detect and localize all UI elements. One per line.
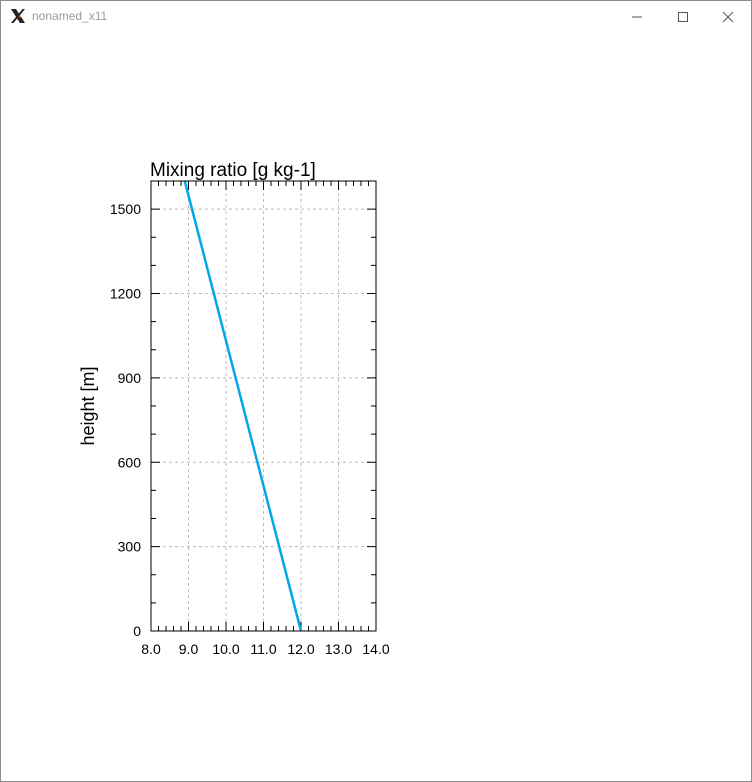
window-title: nonamed_x11 — [32, 9, 108, 23]
y-tick-labels: 0 300 600 900 1200 1500 — [110, 201, 141, 639]
maximize-icon — [678, 12, 688, 22]
x-tick-label: 8.0 — [141, 641, 161, 657]
x-tick-label: 13.0 — [325, 641, 352, 657]
minor-ticks — [151, 180, 376, 631]
y-tick-label: 0 — [133, 623, 141, 639]
y-tick-label: 1500 — [110, 201, 141, 217]
y-tick-label: 300 — [118, 539, 142, 555]
x-tick-label: 14.0 — [362, 641, 389, 657]
x-tick-label: 11.0 — [250, 641, 276, 657]
grid — [151, 181, 376, 631]
y-tick-label: 900 — [118, 370, 142, 386]
x-tick-labels: 8.0 9.0 10.0 11.0 12.0 13.0 14.0 — [141, 641, 390, 657]
x-tick-label: 10.0 — [212, 641, 239, 657]
x11-logo-icon — [11, 9, 25, 23]
title-bar[interactable]: nonamed_x11 — [1, 1, 751, 32]
series-layer — [183, 180, 303, 632]
series-line — [183, 180, 303, 632]
minimize-icon — [632, 16, 642, 18]
minimize-button[interactable] — [614, 1, 660, 32]
x-tick-label: 9.0 — [179, 641, 199, 657]
plot-frame — [150, 180, 377, 632]
chart-title: Mixing ratio [g kg-1] — [150, 160, 316, 181]
close-button[interactable] — [705, 1, 751, 32]
maximize-button[interactable] — [660, 1, 706, 32]
close-icon — [722, 11, 734, 23]
y-tick-label: 600 — [118, 454, 142, 470]
x-tick-label: 12.0 — [287, 641, 314, 657]
y-tick-label: 1200 — [110, 286, 141, 302]
mixing-ratio-chart: 8.0 9.0 10.0 11.0 12.0 13.0 14.0 0 300 600 900 120… — [78, 160, 390, 657]
y-axis-label: height [m] — [78, 366, 98, 445]
